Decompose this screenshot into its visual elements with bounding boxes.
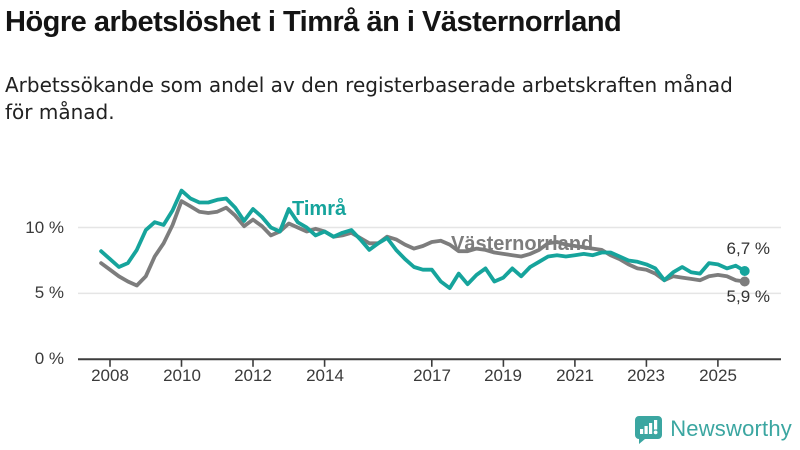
chart-subtitle-line2: för månad. <box>5 100 115 124</box>
chart-subtitle: Arbetssökande som andel av den registerb… <box>5 72 733 126</box>
y-axis-tick-label: 0 % <box>34 349 64 368</box>
series-label-timra: Timrå <box>292 198 347 220</box>
end-value-timra: 6,7 % <box>726 239 770 258</box>
x-axis-tick-label: 2012 <box>234 366 272 385</box>
series-label-vasternorrland: Västernorrland <box>451 233 594 255</box>
x-axis-tick-label: 2025 <box>699 366 737 385</box>
x-axis-tick-label: 2010 <box>163 366 201 385</box>
y-axis-tick-label: 10 % <box>25 218 64 237</box>
end-value-vasternorrland: 5,9 % <box>726 287 770 306</box>
chart-subtitle-line1: Arbetssökande som andel av den registerb… <box>5 73 733 97</box>
x-axis-tick-label: 2008 <box>91 366 129 385</box>
y-axis-tick-label: 5 % <box>34 283 64 302</box>
newsworthy-logo[interactable]: Newsworthy <box>633 414 792 444</box>
newsworthy-logo-icon <box>635 416 663 444</box>
x-axis-tick-label: 2021 <box>556 366 594 385</box>
speech-bubble-shape <box>635 416 663 444</box>
series-end-dot-timr <box>739 266 750 276</box>
x-axis-tick-label: 2019 <box>484 366 522 385</box>
x-axis-tick-label: 2023 <box>627 366 665 385</box>
newsworthy-logo-text: Newsworthy <box>670 416 792 441</box>
x-axis-tick-label: 2017 <box>413 366 451 385</box>
series-end-dot-vsternorrland <box>739 276 750 287</box>
series-line-vsternorrland <box>99 199 747 288</box>
chart-title: Högre arbetslöshet i Timrå än i Västerno… <box>5 6 622 38</box>
series-line-timr <box>99 188 747 291</box>
x-axis-tick-label: 2014 <box>306 366 344 385</box>
